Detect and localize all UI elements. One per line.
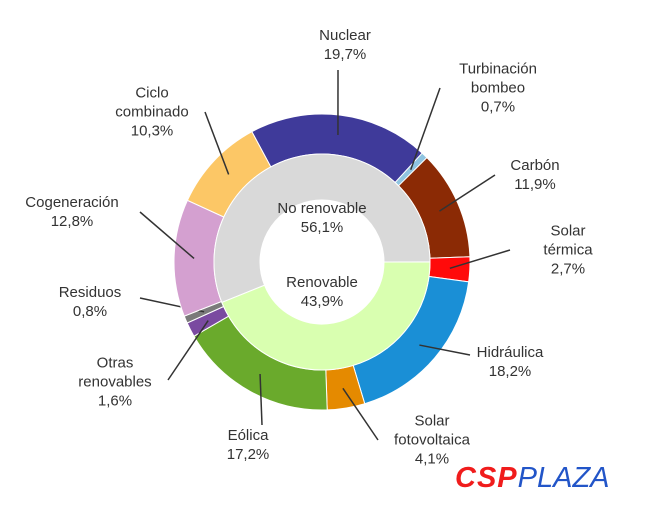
value-label: 1,6% [97, 392, 133, 410]
leader-line [139, 211, 195, 260]
leader-line [439, 174, 496, 212]
segment-label: Solar térmica 2,7% [527, 222, 609, 279]
category-label: Turbinación bombeo [459, 60, 537, 97]
category-label: Renovable [286, 274, 358, 291]
leader-line [342, 387, 379, 441]
value-label: 18,2% [488, 363, 532, 380]
segment-label: Residuos 0,8% [59, 283, 122, 321]
category-label: Ciclo combinado [115, 84, 189, 121]
segment-label: Cogeneración 12,8% [25, 193, 118, 231]
value-label: 56,1% [300, 219, 344, 236]
logo-right: PLAZA [517, 462, 610, 494]
donut-segment [213, 153, 431, 304]
leader-line [204, 111, 230, 175]
value-label: 4,1% [414, 450, 450, 468]
leader-line [449, 249, 511, 270]
leader-line [167, 320, 209, 381]
leader-line [419, 344, 471, 356]
value-label: 11,9% [514, 176, 556, 193]
segment-label: Carbón 11,9% [510, 156, 559, 194]
value-label: 2,7% [550, 260, 586, 278]
leader-line [410, 87, 441, 170]
segment-label: Solar fotovoltaica 4,1% [394, 412, 470, 469]
segment-label: Otras renovables 1,6% [78, 354, 151, 411]
category-label: Otras renovables [78, 354, 152, 391]
value-label: 12,8% [50, 213, 94, 230]
category-label: No renovable [277, 200, 367, 217]
value-label: 17,2% [226, 446, 270, 463]
logo-left: CSP [455, 462, 518, 494]
value-label: 43,9% [300, 293, 344, 310]
value-label: 10,3% [130, 122, 174, 140]
category-label: Nuclear [319, 27, 371, 44]
category-label: Hidráulica [476, 344, 544, 361]
value-label: 19,7% [323, 46, 367, 63]
category-label: Eólica [227, 427, 269, 444]
value-label: 0,7% [480, 98, 516, 116]
value-label: 0,8% [72, 303, 108, 320]
category-label: Carbón [510, 157, 560, 174]
segment-label: Turbinación bombeo 0,7% [459, 60, 537, 117]
segment-label: Hidráulica 18,2% [477, 343, 544, 381]
segment-label: Eólica 17,2% [227, 426, 270, 464]
category-label: Solar fotovoltaica [394, 412, 470, 449]
segment-label: No renovable 56,1% [277, 199, 366, 237]
segment-label: Renovable 43,9% [286, 273, 358, 311]
logo: CSPPLAZA [455, 462, 610, 495]
category-label: Cogeneración [25, 194, 119, 211]
donut-segment [221, 261, 431, 371]
segment-label: Ciclo combinado 10,3% [115, 84, 188, 141]
segment-label: Nuclear 19,7% [319, 26, 371, 64]
category-label: Residuos [58, 284, 122, 301]
leader-line [259, 373, 263, 426]
category-label: Solar térmica [543, 222, 593, 259]
